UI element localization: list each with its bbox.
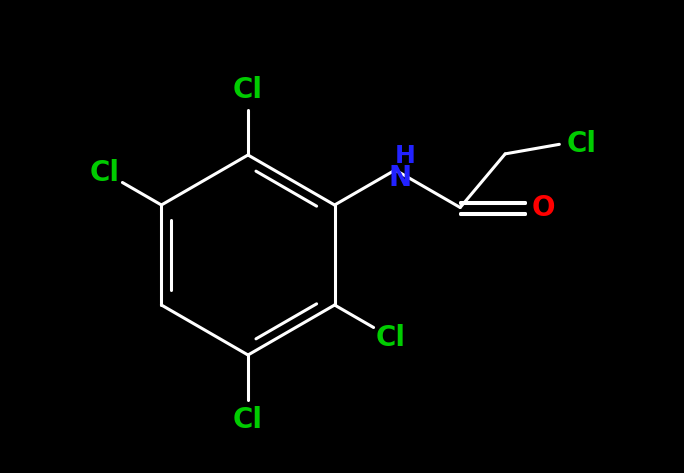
Text: Cl: Cl bbox=[233, 406, 263, 434]
Text: N: N bbox=[389, 164, 412, 192]
Text: O: O bbox=[531, 193, 555, 221]
Text: Cl: Cl bbox=[376, 324, 406, 351]
Text: Cl: Cl bbox=[90, 158, 120, 186]
Text: H: H bbox=[395, 144, 416, 168]
Text: Cl: Cl bbox=[566, 131, 596, 158]
Text: Cl: Cl bbox=[233, 76, 263, 104]
